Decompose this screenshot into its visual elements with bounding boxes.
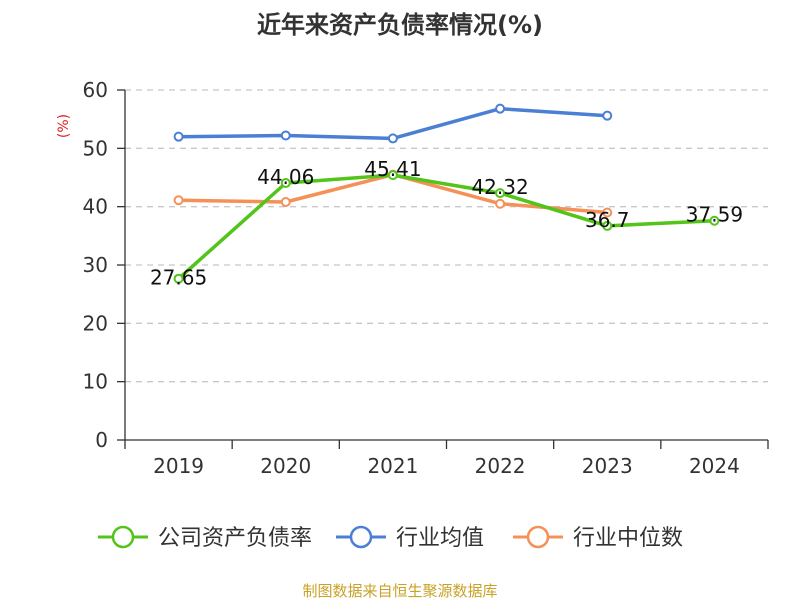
legend-label: 公司资产负债率 [158,526,312,551]
series-point-1 [602,110,613,121]
series-point-0 [387,170,398,181]
data-label: 44.06 [257,165,314,189]
data-label: 27.65 [150,266,207,290]
legend: 公司资产负债率 行业均值 行业中位数 [98,525,683,551]
x-tick-label: 2024 [689,454,740,478]
x-tick-label: 2023 [582,454,633,478]
legend-marker-2 [526,525,550,549]
x-tick-label: 2021 [367,454,418,478]
series-lines [173,103,720,284]
series-point-2 [495,198,506,209]
axes: 0 10 20 30 40 50 60 2019 2020 2021 2022 2023 2024 [83,78,769,478]
series-line-0 [176,173,717,281]
y-tick-label: 20 [83,311,108,335]
series-point-1 [280,130,291,141]
series-point-0 [173,273,184,284]
y-tick-label: 50 [83,136,108,160]
series-point-1 [173,131,184,142]
series-point-0 [495,188,506,199]
series-point-2 [602,207,613,218]
x-tick-label: 2022 [475,454,526,478]
series-point-0 [602,220,613,231]
series-point-1 [387,133,398,144]
y-tick-label: 0 [95,428,108,452]
chart-title: 近年来资产负债率情况(%) [257,11,543,39]
legend-label: 行业中位数 [573,526,683,551]
source-note: 制图数据来自恒生聚源数据库 [302,582,497,600]
legend-label: 行业均值 [396,526,484,551]
y-tick-label: 10 [83,370,108,394]
y-tick-label: 30 [83,253,108,277]
data-label: 36.7 [585,208,630,232]
legend-marker-1 [349,525,373,549]
gridlines [125,89,768,383]
series-point-2 [280,197,291,207]
series-point-0 [709,215,720,226]
y-axis-unit-label: (%) [56,114,72,138]
x-tick-label: 2020 [260,454,311,478]
y-tick-label: 40 [83,195,108,219]
series-point-1 [495,103,506,114]
data-label: 42.32 [471,175,528,199]
data-labels: 27.65 44.06 45.41 42.32 36.7 37.59 [150,157,743,290]
series-point-2 [173,195,184,206]
y-tick-label: 60 [83,78,108,102]
x-tick-label: 2019 [153,454,204,478]
legend-marker-0 [111,525,135,549]
series-point-0 [280,177,291,188]
data-label: 37.59 [686,203,743,227]
data-label: 45.41 [364,157,421,181]
